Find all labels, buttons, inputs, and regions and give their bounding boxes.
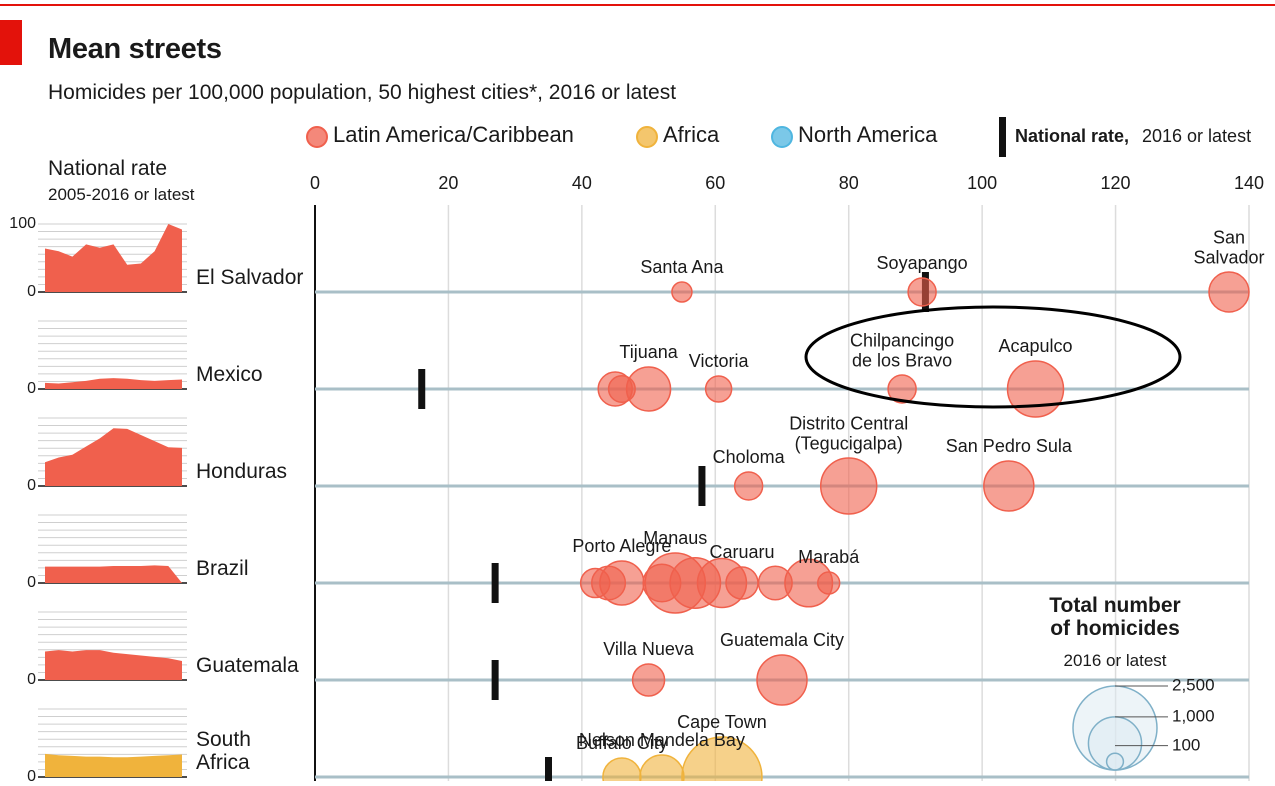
spark-tick-label: 0: [27, 477, 36, 495]
city-label: Nelson Mandela Bay: [578, 730, 745, 751]
city-bubble: [725, 566, 759, 600]
spark-tick-label: 100: [9, 215, 36, 233]
country-label: El Salvador: [196, 265, 304, 289]
city-bubble: [983, 460, 1035, 512]
legend-swatch: [306, 126, 328, 148]
city-bubble: [602, 757, 642, 781]
city-label: Caruaru: [709, 542, 775, 563]
city-label: Buffalo City: [576, 733, 668, 754]
city-label: Marabá: [798, 547, 860, 568]
city-label: Choloma: [712, 447, 785, 468]
country-label: Mexico: [196, 362, 263, 386]
city-label: Chilpancingo de los Bravo: [850, 330, 955, 371]
city-bubble: [599, 560, 645, 606]
national-rate-marker: [418, 369, 426, 409]
size-legend-label: 100: [1172, 735, 1201, 755]
city-bubble: [671, 281, 693, 303]
spark-tick-label: 0: [27, 768, 36, 786]
city-label: San Pedro Sula: [945, 436, 1072, 457]
size-legend-label: 1,000: [1172, 706, 1215, 726]
national-rate-marker: [698, 466, 706, 506]
size-legend-circle: [1105, 752, 1125, 771]
national-rate-marker: [545, 757, 552, 781]
top-rule: [0, 4, 1275, 6]
spark-tick-label: 0: [27, 380, 36, 398]
size-legend-label: 2,500: [1172, 675, 1215, 695]
spark-subtitle: 2005-2016 or latest: [48, 185, 195, 204]
legend-label: North America: [798, 122, 938, 147]
country-label: Guatemala: [196, 653, 299, 677]
spark-area: [45, 753, 182, 777]
city-bubble: [907, 277, 937, 307]
city-bubble: [1006, 360, 1065, 418]
spark-title: National rate: [48, 157, 168, 180]
legend-swatch: [636, 126, 658, 148]
city-bubble: [625, 366, 672, 412]
city-label: Victoria: [688, 351, 749, 372]
legend-label: Africa: [663, 122, 720, 147]
spark-tick-label: 0: [27, 574, 36, 592]
x-tick-label: 80: [838, 173, 859, 193]
city-label: San Salvador: [1193, 227, 1265, 268]
x-tick-label: 120: [1100, 173, 1131, 193]
national-rate-marker: [491, 660, 499, 700]
x-tick-label: 140: [1233, 173, 1265, 193]
country-label: Brazil: [196, 556, 249, 580]
spark-area: [45, 224, 182, 292]
city-bubble: [639, 754, 685, 781]
city-bubble: [1208, 271, 1250, 313]
country-label: South Africa: [196, 727, 251, 774]
city-label: Distrito Central (Tegucigalpa): [789, 413, 909, 454]
spark-area: [45, 565, 182, 583]
country-label: Honduras: [196, 459, 288, 483]
city-bubble: [631, 663, 666, 697]
city-bubble: [681, 736, 763, 781]
highlight-ellipse: [804, 305, 1182, 409]
city-bubble: [887, 374, 917, 404]
size-legend-title: Total number of homicides: [1049, 594, 1181, 641]
x-tick-label: 0: [309, 173, 321, 193]
city-label: Tijuana: [619, 342, 678, 363]
marks: [38, 117, 1250, 781]
city-label: Acapulco: [998, 336, 1073, 357]
city-label: Cape Town: [677, 712, 767, 733]
city-label: Manaus: [643, 528, 708, 549]
spark-area: [45, 378, 182, 389]
city-bubble: [733, 471, 764, 501]
city-label: Soyapango: [876, 253, 968, 274]
city-bubble: [816, 571, 841, 595]
red-tab: [0, 20, 22, 65]
city-label: Santa Ana: [640, 257, 724, 278]
national-legend-label: National rate,: [1015, 126, 1130, 146]
x-tick-label: 60: [705, 173, 726, 193]
x-tick-label: 40: [571, 173, 592, 193]
chart-subtitle: Homicides per 100,000 population, 50 hig…: [48, 81, 677, 104]
legend-label: Latin America/Caribbean: [333, 122, 574, 147]
legend-swatch: [771, 126, 793, 148]
city-bubble: [819, 457, 878, 515]
city-label: Villa Nueva: [603, 639, 694, 660]
spark-area: [45, 650, 182, 680]
spark-tick-label: 0: [27, 671, 36, 689]
spark-area: [45, 428, 182, 486]
national-legend-sublabel: 2016 or latest: [1142, 126, 1252, 146]
city-bubble: [756, 654, 808, 706]
city-label: Guatemala City: [719, 630, 845, 651]
x-tick-label: 20: [438, 173, 459, 193]
chart-title: Mean streets: [48, 33, 222, 65]
size-legend-subtitle: 2016 or latest: [1063, 651, 1167, 670]
x-tick-label: 100: [967, 173, 998, 193]
city-bubble: [704, 375, 733, 403]
spark-tick-label: 0: [27, 283, 36, 301]
legend-national-marker: [999, 117, 1006, 157]
city-label: Porto Alegre: [572, 536, 672, 557]
national-rate-marker: [491, 563, 499, 603]
